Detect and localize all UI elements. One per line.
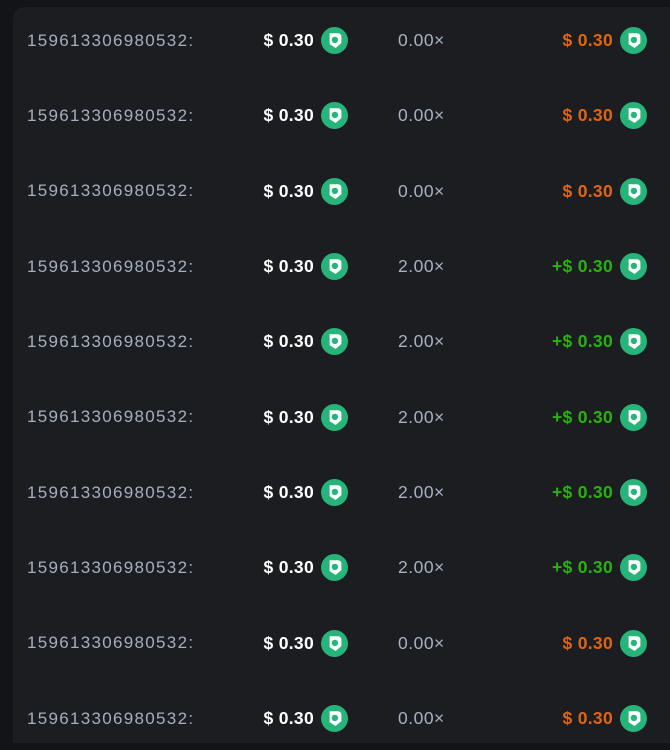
payout-cell: $ 0.30 (518, 102, 647, 130)
bcd-coin-icon (620, 102, 647, 130)
bcd-coin-icon (321, 403, 348, 431)
bet-amount: $ 0.30 (263, 30, 314, 51)
bcd-coin-icon (620, 554, 647, 582)
payout-amount: +$ 0.30 (552, 406, 613, 427)
bet-row[interactable]: 159613306980532: $ 0.30 0.00× $ 0.30 (13, 7, 670, 78)
bcd-coin-icon (321, 27, 348, 55)
bet-amount-cell: $ 0.30 (240, 629, 348, 657)
bet-row[interactable]: 159613306980532: $ 0.30 2.00× +$ 0.30 (13, 455, 670, 530)
bet-row[interactable]: 159613306980532: $ 0.30 2.00× +$ 0.30 (13, 229, 670, 304)
bcd-coin-icon (321, 705, 348, 733)
bet-multiplier: 2.00× (398, 406, 445, 427)
bet-row[interactable]: 159613306980532: $ 0.30 2.00× +$ 0.30 (13, 380, 670, 455)
bet-id-link[interactable]: 159613306980532: (27, 181, 195, 201)
bet-row[interactable]: 159613306980532: $ 0.30 0.00× $ 0.30 (13, 154, 670, 229)
payout-cell: $ 0.30 (518, 177, 647, 205)
bcd-coin-icon (620, 629, 647, 657)
bet-amount-cell: $ 0.30 (240, 102, 348, 130)
bet-id-link[interactable]: 159613306980532: (27, 30, 195, 50)
bet-amount-cell: $ 0.30 (240, 479, 348, 507)
payout-amount: +$ 0.30 (552, 256, 613, 277)
bet-row[interactable]: 159613306980532: $ 0.30 2.00× +$ 0.30 (13, 530, 670, 605)
bet-amount: $ 0.30 (263, 557, 314, 578)
payout-cell: $ 0.30 (518, 629, 647, 657)
bet-amount: $ 0.30 (263, 632, 314, 653)
bet-multiplier: 0.00× (398, 708, 445, 729)
bcd-coin-icon (620, 705, 647, 733)
bcd-coin-icon (620, 403, 647, 431)
bet-multiplier: 2.00× (398, 331, 445, 352)
bet-amount: $ 0.30 (263, 482, 314, 503)
bet-history-table: 159613306980532: $ 0.30 0.00× $ 0.30 (13, 7, 670, 743)
bet-amount: $ 0.30 (263, 406, 314, 427)
bet-amount: $ 0.30 (263, 256, 314, 277)
bcd-coin-icon (620, 177, 647, 205)
bcd-coin-icon (321, 177, 348, 205)
bet-amount-cell: $ 0.30 (240, 705, 348, 733)
bet-id-link[interactable]: 159613306980532: (27, 105, 195, 125)
payout-amount: $ 0.30 (562, 632, 613, 653)
bcd-coin-icon (620, 479, 647, 507)
payout-amount: $ 0.30 (562, 708, 613, 729)
payout-amount: +$ 0.30 (552, 557, 613, 578)
bet-amount-cell: $ 0.30 (240, 27, 348, 55)
bcd-coin-icon (321, 554, 348, 582)
bet-multiplier: 2.00× (398, 557, 445, 578)
bet-multiplier: 0.00× (398, 180, 445, 201)
bcd-coin-icon (321, 328, 348, 356)
bet-multiplier: 2.00× (398, 256, 445, 277)
bet-id-link[interactable]: 159613306980532: (27, 331, 195, 351)
bet-multiplier: 0.00× (398, 30, 445, 51)
payout-cell: +$ 0.30 (518, 328, 647, 356)
bet-amount-cell: $ 0.30 (240, 177, 348, 205)
bet-row[interactable]: 159613306980532: $ 0.30 0.00× $ 0.30 (13, 681, 670, 743)
payout-cell: +$ 0.30 (518, 479, 647, 507)
bcd-coin-icon (321, 102, 348, 130)
bet-row[interactable]: 159613306980532: $ 0.30 0.00× $ 0.30 (13, 606, 670, 681)
payout-amount: $ 0.30 (562, 30, 613, 51)
bet-id-link[interactable]: 159613306980532: (27, 708, 195, 728)
bet-id-link[interactable]: 159613306980532: (27, 407, 195, 427)
bcd-coin-icon (321, 629, 348, 657)
payout-cell: $ 0.30 (518, 705, 647, 733)
bet-id-link[interactable]: 159613306980532: (27, 557, 195, 577)
bet-row[interactable]: 159613306980532: $ 0.30 0.00× $ 0.30 (13, 78, 670, 153)
bet-amount: $ 0.30 (263, 331, 314, 352)
bet-amount: $ 0.30 (263, 105, 314, 126)
bet-amount-cell: $ 0.30 (240, 328, 348, 356)
bcd-coin-icon (321, 479, 348, 507)
bet-amount-cell: $ 0.30 (240, 403, 348, 431)
payout-amount: $ 0.30 (562, 105, 613, 126)
bet-multiplier: 0.00× (398, 632, 445, 653)
bet-amount: $ 0.30 (263, 180, 314, 201)
bet-amount-cell: $ 0.30 (240, 554, 348, 582)
bcd-coin-icon (620, 328, 647, 356)
payout-cell: +$ 0.30 (518, 403, 647, 431)
bet-multiplier: 2.00× (398, 482, 445, 503)
bet-multiplier: 0.00× (398, 105, 445, 126)
bet-id-link[interactable]: 159613306980532: (27, 633, 195, 653)
payout-amount: $ 0.30 (562, 180, 613, 201)
payout-cell: +$ 0.30 (518, 554, 647, 582)
bcd-coin-icon (620, 27, 647, 55)
payout-cell: $ 0.30 (518, 27, 647, 55)
bet-amount: $ 0.30 (263, 708, 314, 729)
bet-row[interactable]: 159613306980532: $ 0.30 2.00× +$ 0.30 (13, 304, 670, 379)
bet-id-link[interactable]: 159613306980532: (27, 256, 195, 276)
bet-id-link[interactable]: 159613306980532: (27, 482, 195, 502)
bet-amount-cell: $ 0.30 (240, 253, 348, 281)
payout-amount: +$ 0.30 (552, 482, 613, 503)
bcd-coin-icon (321, 253, 348, 281)
bcd-coin-icon (620, 253, 647, 281)
payout-cell: +$ 0.30 (518, 253, 647, 281)
payout-amount: +$ 0.30 (552, 331, 613, 352)
